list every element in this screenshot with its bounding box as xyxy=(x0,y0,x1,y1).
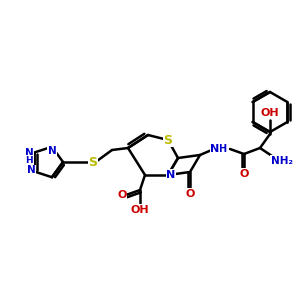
Text: N: N xyxy=(167,170,176,180)
Text: N: N xyxy=(48,146,56,156)
Text: H: H xyxy=(218,144,226,154)
Text: N: N xyxy=(27,165,35,176)
Text: OH: OH xyxy=(131,205,149,215)
Text: NH₂: NH₂ xyxy=(271,156,293,166)
Text: O: O xyxy=(239,169,249,179)
Text: OH: OH xyxy=(261,108,279,118)
Text: O: O xyxy=(185,189,195,199)
Text: N: N xyxy=(210,144,220,154)
Text: H: H xyxy=(25,156,33,165)
Text: S: S xyxy=(88,155,98,169)
Text: O: O xyxy=(117,190,127,200)
Text: S: S xyxy=(164,134,172,146)
Text: N: N xyxy=(25,148,33,158)
